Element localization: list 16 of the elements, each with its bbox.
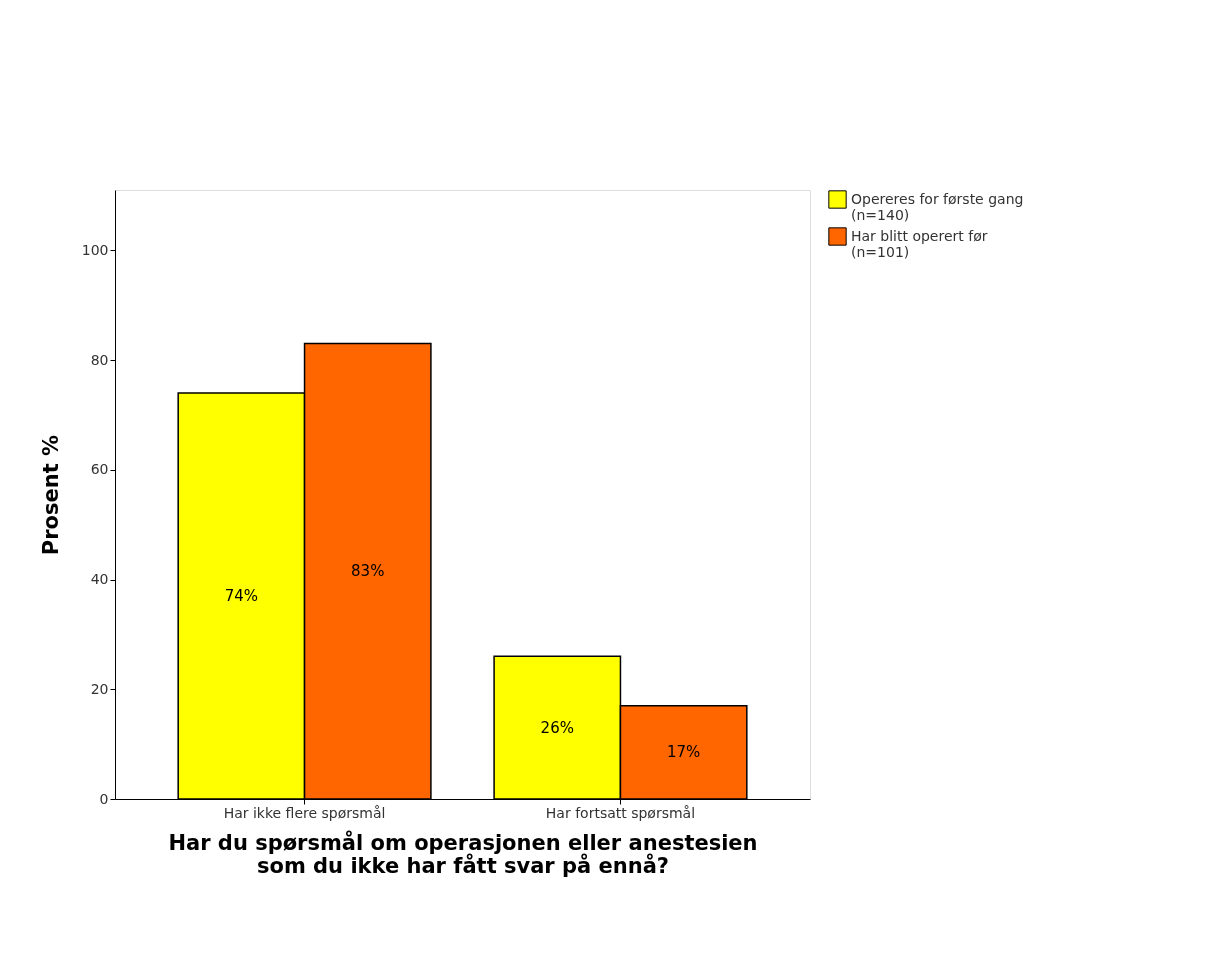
legend-label: Har blitt operert før (n=101) — [851, 227, 988, 260]
y-axis-title: Prosent % — [38, 434, 63, 556]
y-tick-label: 80 — [90, 351, 109, 368]
y-tick-label: 0 — [99, 790, 109, 807]
data-label: 26% — [540, 718, 574, 737]
y-tick-label: 100 — [81, 241, 109, 258]
x-axis-title: Har du spørsmål om operasjonen eller anestesien som du ikke har fått svar på ennå? — [168, 829, 758, 878]
y-tick-label: 60 — [90, 461, 109, 478]
data-label: 83% — [351, 562, 385, 581]
data-label: 17% — [666, 743, 701, 762]
y-tick-label: 40 — [90, 571, 109, 588]
x-tick-label: Har ikke flere spørsmål — [223, 804, 386, 821]
x-tick-label: Har fortsatt spørsmål — [545, 804, 696, 821]
data-label: 74% — [224, 587, 259, 605]
y-tick-label: 20 — [90, 680, 109, 697]
legend-label: Opereres for første gang (n=140) — [851, 190, 1024, 223]
